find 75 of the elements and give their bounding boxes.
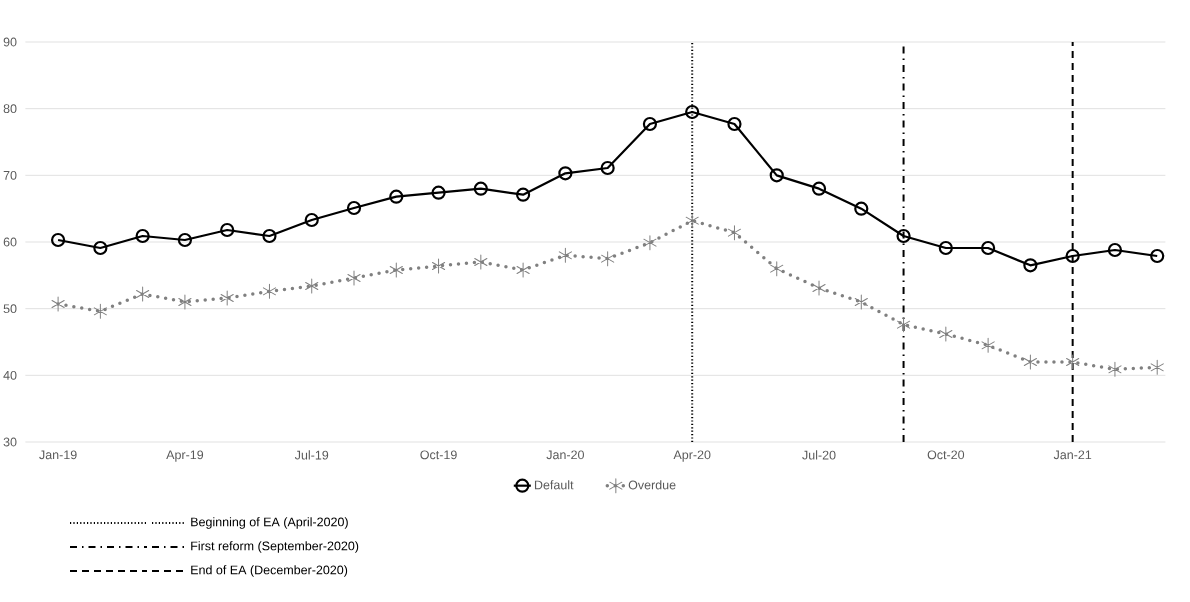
point	[93, 303, 107, 319]
x-tick-label: Apr-20	[673, 450, 711, 462]
legend-label: Beginning of EA (April-2020)	[191, 517, 348, 529]
point	[516, 262, 530, 278]
y-tick-label: 40	[3, 370, 17, 380]
x-tick-label: Jul-19	[294, 450, 329, 460]
point	[220, 222, 235, 238]
point	[897, 317, 911, 333]
point	[685, 213, 699, 229]
point	[854, 294, 868, 310]
x-tick-label: Oct-20	[927, 450, 965, 460]
point	[558, 247, 572, 263]
point	[896, 228, 911, 244]
y-tick-label: 30	[3, 437, 17, 447]
point	[1023, 354, 1037, 370]
point	[220, 290, 234, 306]
point	[770, 261, 784, 277]
point	[50, 232, 66, 248]
point	[389, 262, 403, 278]
legend-label: End of EA (December-2020)	[191, 565, 348, 577]
point	[1150, 248, 1165, 264]
x-tick-label: Jan-19	[39, 450, 77, 460]
point	[305, 278, 319, 294]
point	[981, 337, 995, 353]
legend-label: First reform (September-2020)	[191, 541, 359, 553]
point	[431, 185, 446, 200]
point	[981, 240, 996, 256]
point	[601, 251, 615, 267]
point	[347, 270, 361, 286]
point	[727, 116, 742, 132]
point	[558, 166, 573, 181]
point	[177, 232, 193, 248]
point	[811, 181, 827, 196]
point	[1023, 258, 1038, 273]
point	[262, 228, 277, 244]
x-tick-label: Apr-19	[166, 450, 204, 462]
point	[262, 283, 277, 299]
y-tick-label: 50	[3, 304, 17, 314]
point	[431, 258, 446, 274]
x-tick-label: Jul-20	[802, 450, 836, 460]
point	[135, 228, 150, 244]
y-tick-label: 60	[3, 237, 17, 247]
point	[473, 181, 488, 196]
point	[136, 286, 150, 302]
point	[389, 189, 404, 204]
point	[812, 280, 826, 296]
point	[685, 104, 700, 120]
x-tick-label: Jan-21	[1053, 450, 1092, 460]
y-tick-label: 80	[3, 104, 17, 114]
point	[854, 201, 869, 216]
point	[1107, 242, 1123, 258]
point	[727, 225, 742, 241]
y-tick-label: 70	[3, 170, 17, 180]
legend-label: Default	[534, 480, 574, 490]
point	[769, 168, 784, 183]
point	[1065, 248, 1080, 264]
point	[516, 187, 531, 202]
point	[304, 212, 319, 228]
point	[642, 116, 658, 132]
point	[346, 200, 362, 216]
legend-label: Overdue	[628, 480, 676, 490]
y-tick-label: 90	[3, 37, 17, 47]
point	[93, 240, 108, 256]
point	[938, 240, 953, 256]
point	[939, 326, 953, 342]
point	[1150, 359, 1164, 375]
x-tick-label: Oct-19	[420, 450, 457, 460]
point	[1108, 361, 1122, 377]
point	[600, 160, 615, 176]
point	[51, 296, 65, 312]
x-tick-label: Jan-20	[546, 450, 584, 460]
point	[178, 294, 192, 310]
point	[1066, 354, 1080, 370]
point	[474, 254, 488, 270]
point	[643, 235, 657, 251]
